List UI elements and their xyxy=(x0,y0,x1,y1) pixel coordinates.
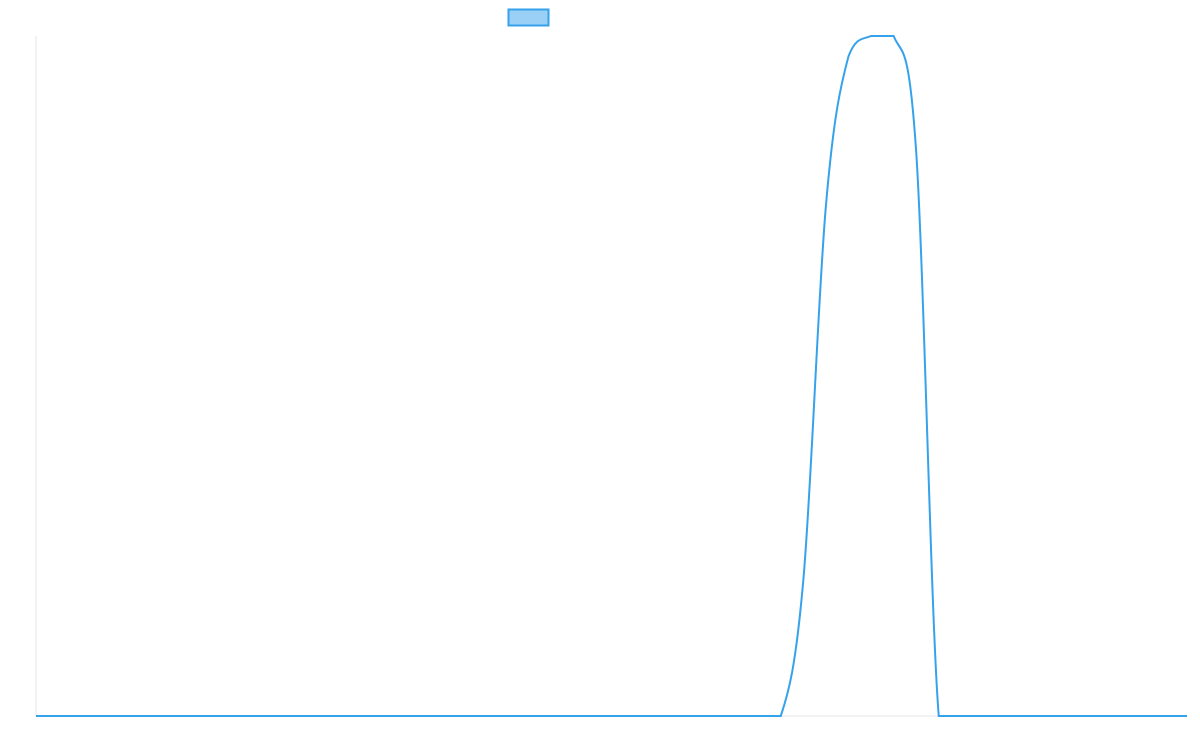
data-point-0-21[interactable] xyxy=(507,713,513,719)
data-point-0-22[interactable] xyxy=(530,713,536,719)
data-point-0-35[interactable] xyxy=(823,203,829,209)
data-point-0-41[interactable] xyxy=(958,713,964,719)
data-point-0-25[interactable] xyxy=(597,713,603,719)
data-point-0-20[interactable] xyxy=(484,713,490,719)
data-point-0-32[interactable] xyxy=(755,713,761,719)
data-point-0-13[interactable] xyxy=(326,713,332,719)
data-point-0-26[interactable] xyxy=(620,713,626,719)
data-point-0-49[interactable] xyxy=(1139,713,1145,719)
series-line-0 xyxy=(36,35,1187,717)
data-point-0-29[interactable] xyxy=(687,713,693,719)
data-point-0-8[interactable] xyxy=(214,713,220,719)
legend-swatch-0[interactable] xyxy=(507,8,550,27)
data-point-0-7[interactable] xyxy=(191,713,197,719)
data-point-0-15[interactable] xyxy=(372,713,378,719)
data-point-0-10[interactable] xyxy=(259,713,265,719)
series-layer xyxy=(33,33,1190,719)
data-point-0-16[interactable] xyxy=(394,713,400,719)
data-point-0-48[interactable] xyxy=(1116,713,1122,719)
data-point-0-46[interactable] xyxy=(1071,713,1077,719)
data-point-0-0[interactable] xyxy=(33,713,39,719)
data-point-0-33[interactable] xyxy=(778,713,784,719)
data-point-0-27[interactable] xyxy=(642,713,648,719)
data-point-0-17[interactable] xyxy=(417,713,423,719)
data-point-0-43[interactable] xyxy=(1003,713,1009,719)
data-point-0-47[interactable] xyxy=(1094,713,1100,719)
data-point-0-12[interactable] xyxy=(304,713,310,719)
legend[interactable] xyxy=(507,8,550,27)
data-point-0-39[interactable] xyxy=(913,149,919,155)
data-point-0-45[interactable] xyxy=(1049,713,1055,719)
data-point-0-11[interactable] xyxy=(281,713,287,719)
data-point-0-38[interactable] xyxy=(891,33,897,39)
data-point-0-50[interactable] xyxy=(1161,713,1167,719)
data-point-0-5[interactable] xyxy=(146,713,152,719)
data-point-0-36[interactable] xyxy=(845,53,851,59)
data-point-0-40[interactable] xyxy=(936,713,942,719)
data-point-0-51[interactable] xyxy=(1184,713,1190,719)
data-point-0-34[interactable] xyxy=(800,577,806,583)
data-point-0-1[interactable] xyxy=(56,713,62,719)
data-point-0-30[interactable] xyxy=(710,713,716,719)
data-point-0-9[interactable] xyxy=(236,713,242,719)
data-point-0-23[interactable] xyxy=(552,713,558,719)
data-point-0-28[interactable] xyxy=(665,713,671,719)
data-point-0-19[interactable] xyxy=(462,713,468,719)
data-point-0-18[interactable] xyxy=(439,713,445,719)
data-point-0-24[interactable] xyxy=(575,713,581,719)
data-point-0-3[interactable] xyxy=(101,713,107,719)
data-point-0-6[interactable] xyxy=(168,713,174,719)
data-point-0-44[interactable] xyxy=(1026,713,1032,719)
data-point-0-42[interactable] xyxy=(981,713,987,719)
data-point-0-4[interactable] xyxy=(123,713,129,719)
data-point-0-37[interactable] xyxy=(868,33,874,39)
data-point-0-14[interactable] xyxy=(349,713,355,719)
data-point-0-31[interactable] xyxy=(733,713,739,719)
data-point-0-2[interactable] xyxy=(78,713,84,719)
